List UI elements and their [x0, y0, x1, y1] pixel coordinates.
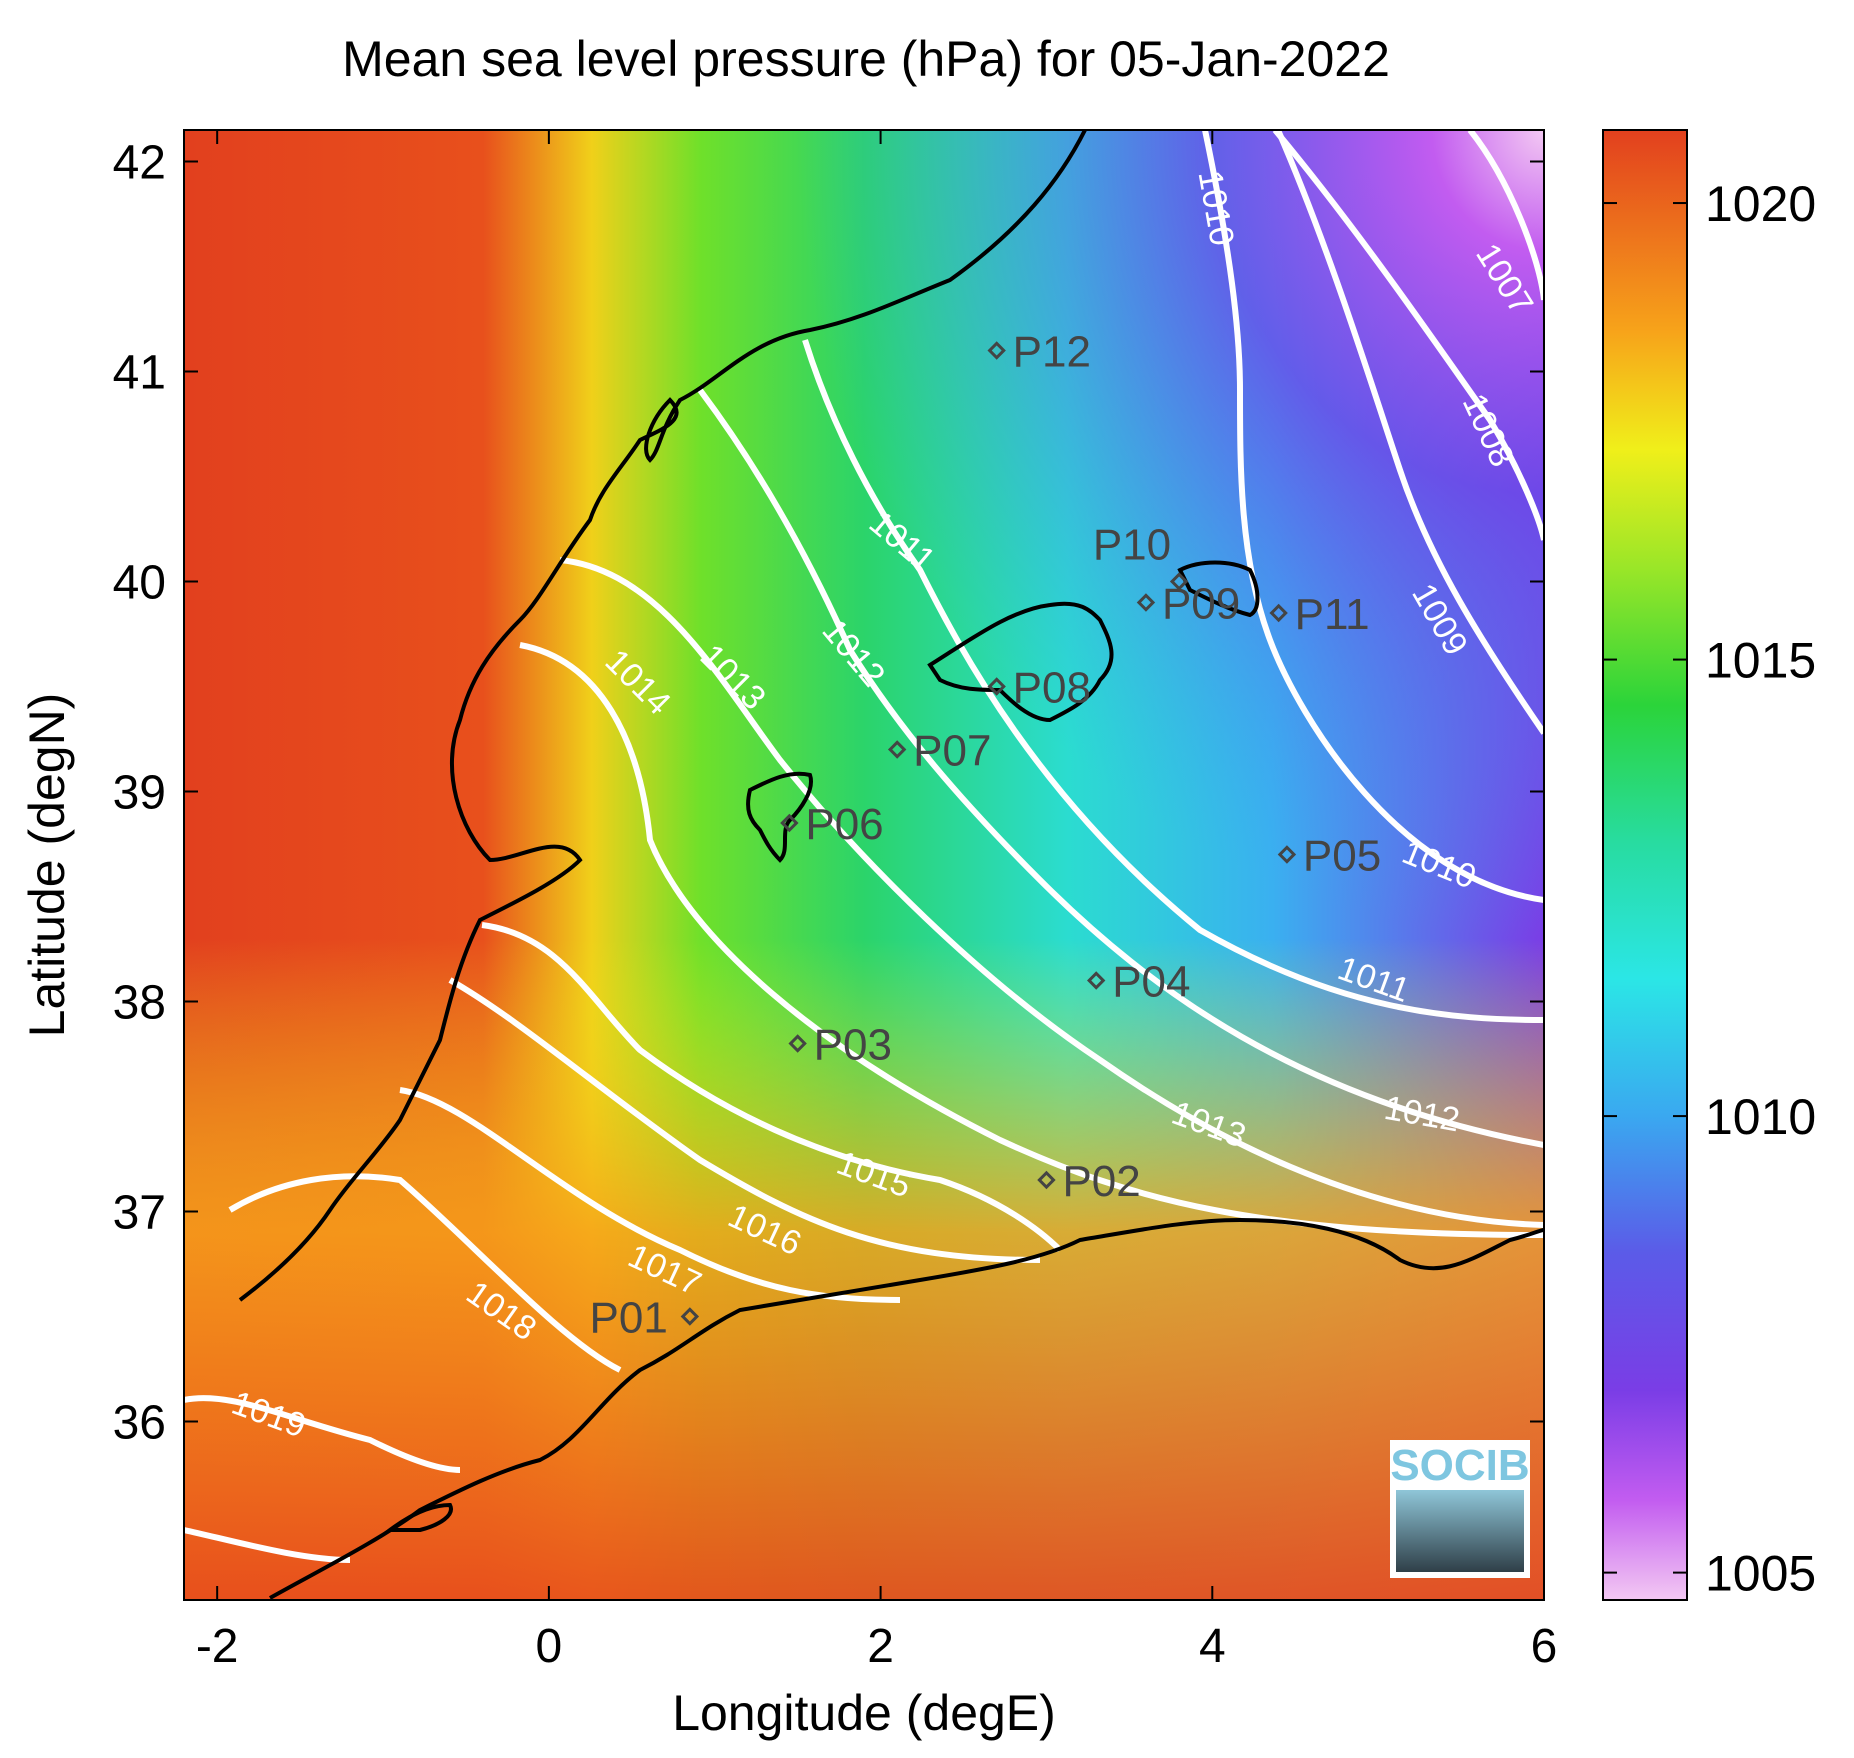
- station-marker: [887, 740, 907, 759]
- isobar-1013: [559, 557, 1544, 1228]
- map-area: SOCIB: [184, 130, 1544, 1600]
- y-axis: 36 37 38 39 40 41 42: [113, 137, 1544, 1450]
- station-label: P11: [1295, 590, 1370, 639]
- station-marker: [1087, 971, 1106, 990]
- north-africa-coast: [269, 1217, 1544, 1600]
- station-label: P12: [1013, 328, 1091, 377]
- colorbar-tick-label: 1005: [1705, 1546, 1816, 1602]
- y-tick-label: 36: [113, 1397, 166, 1450]
- colorbar-ticks: 1005 1010 1015 1020: [1603, 176, 1816, 1602]
- x-axis-label: Longitude (degE): [672, 1685, 1056, 1741]
- station-marker: [1169, 572, 1189, 591]
- x-axis: -2 0 2 4 6: [196, 130, 1558, 1673]
- colorbar-bar: [1602, 129, 1688, 1601]
- isobar-1019: [184, 1395, 461, 1473]
- y-tick-label: 37: [113, 1187, 166, 1240]
- y-tick-label: 38: [113, 977, 166, 1030]
- station-marker: [788, 1034, 807, 1053]
- isobar-1009: [1275, 130, 1544, 735]
- y-axis-label: Latitude (degN): [19, 693, 75, 1038]
- station-label: P02: [1062, 1157, 1140, 1206]
- station-marker: [987, 677, 1006, 696]
- map-frame: [183, 129, 1545, 1601]
- isobars: [184, 130, 1544, 1563]
- station-marker: [1269, 603, 1288, 623]
- station-marker: [987, 341, 1006, 360]
- menorca-coast: [1177, 560, 1260, 618]
- isobar-1020: [184, 1527, 351, 1563]
- isobar-1011: [802, 339, 1544, 1023]
- station-marker: [1136, 593, 1156, 612]
- isobar-1018: [228, 1173, 622, 1373]
- isobar-1014: [519, 642, 1544, 1238]
- x-tick-label: 0: [536, 1620, 563, 1673]
- coastline: [238, 130, 1544, 1600]
- isobar-1008: [1272, 130, 1544, 541]
- isobar-1007: [1467, 130, 1544, 301]
- station-marker: [1277, 845, 1297, 864]
- x-tick-label: 2: [867, 1620, 894, 1673]
- isobar-1010: [1202, 130, 1544, 903]
- station-marker: [680, 1307, 700, 1326]
- x-tick-label: 6: [1531, 1620, 1558, 1673]
- station-label: P08: [1013, 664, 1091, 713]
- station-label: P01: [590, 1294, 668, 1343]
- ibiza-coast: [746, 771, 813, 863]
- station-label: P03: [814, 1021, 892, 1070]
- x-tick-label: 4: [1199, 1620, 1226, 1673]
- colorbar-tick-label: 1020: [1705, 176, 1816, 232]
- socib-logo: SOCIB: [1390, 1440, 1530, 1578]
- colorbar-tick-label: 1015: [1705, 633, 1816, 689]
- station-label: P10: [1093, 521, 1171, 570]
- station-label: P05: [1303, 832, 1381, 881]
- y-tick-label: 41: [113, 347, 166, 400]
- high-pressure-zone: [184, 130, 1544, 1600]
- station-marker: [1037, 1170, 1056, 1190]
- iberian-coast: [238, 130, 1087, 1302]
- y-tick-label: 40: [113, 557, 166, 610]
- isobar-1016: [448, 977, 1041, 1263]
- station-marker: [780, 813, 799, 833]
- stations: P01 P02 P03 P04 P05 P06 P07 P08 P09 P10 P11 P12: [590, 328, 1382, 1343]
- station-label: P04: [1112, 958, 1190, 1007]
- colorbar-tick-label: 1010: [1705, 1089, 1816, 1145]
- chart-title: Mean sea level pressure (hPa) for 05-Jan…: [342, 31, 1390, 87]
- colorbar: 1005 1010 1015 1020: [1602, 129, 1816, 1602]
- y-tick-label: 42: [113, 137, 166, 190]
- isobar-1012: [697, 388, 1544, 1148]
- station-label: P07: [913, 727, 991, 776]
- y-tick-label: 39: [113, 767, 166, 820]
- station-label: P06: [805, 800, 883, 849]
- alboran-island: [383, 1502, 453, 1532]
- x-tick-label: -2: [196, 1620, 239, 1673]
- isobar-1015: [481, 922, 1063, 1253]
- station-label: P09: [1162, 580, 1240, 629]
- logo-text: SOCIB: [1390, 1441, 1529, 1490]
